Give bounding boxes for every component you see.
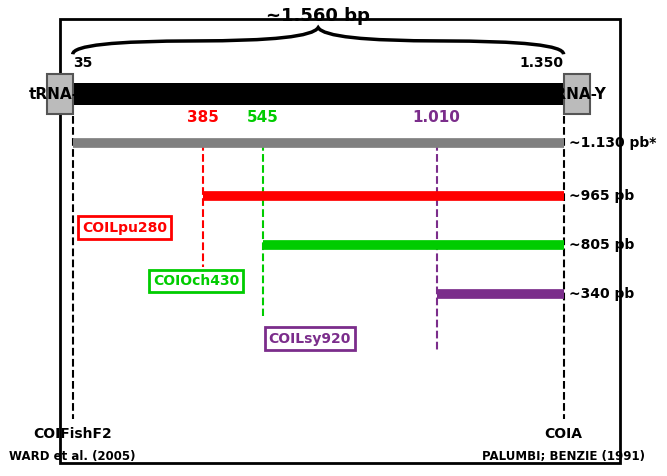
Text: COIOch430: COIOch430	[153, 274, 239, 288]
Text: COIA: COIA	[545, 427, 583, 441]
FancyBboxPatch shape	[47, 74, 73, 114]
Text: ~1.560 bp: ~1.560 bp	[266, 8, 370, 25]
Text: COIFishF2: COIFishF2	[33, 427, 112, 441]
Text: WARD et al. (2005): WARD et al. (2005)	[9, 450, 136, 463]
Text: COILpu280: COILpu280	[82, 220, 167, 235]
FancyBboxPatch shape	[73, 83, 564, 105]
Text: 1.010: 1.010	[413, 110, 461, 125]
Text: ~805 pb: ~805 pb	[569, 238, 634, 252]
FancyBboxPatch shape	[564, 74, 590, 114]
Text: 545: 545	[247, 110, 279, 125]
Text: tRNA-S: tRNA-S	[29, 87, 90, 102]
Text: tRNA-Y: tRNA-Y	[547, 87, 606, 102]
Text: 35: 35	[73, 56, 92, 70]
Text: 385: 385	[187, 110, 219, 125]
Text: PALUMBI; BENZIE (1991): PALUMBI; BENZIE (1991)	[482, 450, 645, 463]
Text: ~965 pb: ~965 pb	[569, 189, 634, 203]
Text: ~1.130 pb*: ~1.130 pb*	[569, 136, 656, 150]
Text: 1.350: 1.350	[520, 56, 564, 70]
Text: ~340 pb: ~340 pb	[569, 287, 634, 301]
Text: COILsy920: COILsy920	[269, 332, 351, 346]
